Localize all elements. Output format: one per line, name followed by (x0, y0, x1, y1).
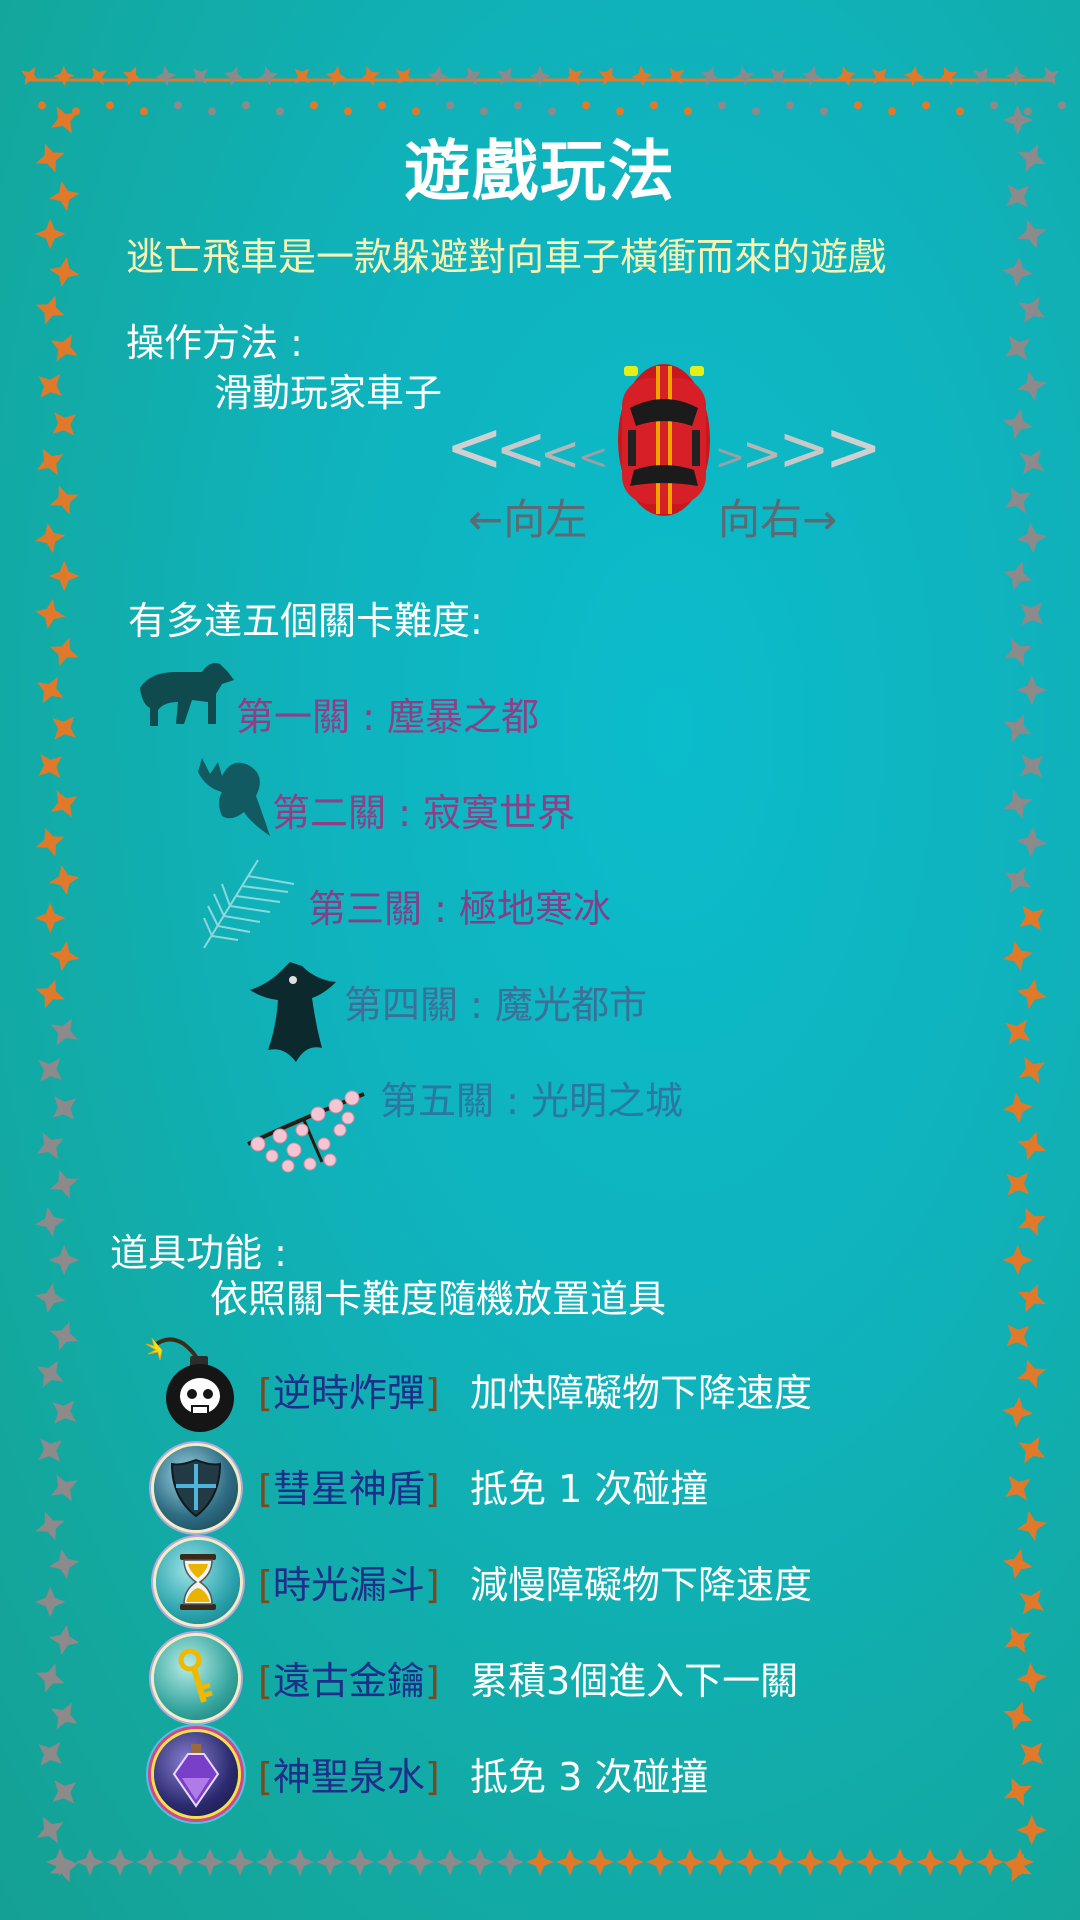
item-3-effect: 減慢障礙物下降速度 (470, 1563, 813, 1607)
item-5-effect: 抵免 3 次碰撞 (470, 1755, 709, 1799)
level-5-number: 第五關 (380, 1079, 495, 1123)
bat-icon (250, 962, 336, 1062)
cherry-blossom-icon (247, 1090, 365, 1173)
golden-key-icon (154, 1636, 238, 1720)
level-1-name: 塵暴之都 (386, 695, 539, 739)
levels-heading: 有多達五個關卡難度: (128, 599, 483, 643)
item-2-name: [彗星神盾] (258, 1467, 440, 1511)
item-4-effect: 累積3個進入下一關 (470, 1659, 799, 1703)
level-5-name: 光明之城 (530, 1079, 683, 1123)
hourglass-icon (156, 1540, 240, 1624)
player-car-icon (618, 364, 710, 516)
level-3-name: 極地寒冰 (458, 887, 611, 931)
level-2-name: 寂寞世界 (422, 791, 575, 835)
level-1-number: 第一關 (236, 695, 351, 739)
page-title: 遊戲玩法 (404, 133, 676, 210)
ghost-icon (198, 758, 270, 836)
shield-icon (154, 1446, 238, 1530)
items-description: 依照關卡難度隨機放置道具 (210, 1277, 667, 1321)
holy-water-icon (154, 1732, 238, 1816)
controls-description: 滑動玩家車子 (214, 371, 443, 415)
bomb-icon (145, 1337, 234, 1432)
wolf-icon (140, 663, 234, 726)
level-3: 第三關 : 極地寒冰 (308, 887, 611, 931)
item-2-effect: 抵免 1 次碰撞 (470, 1467, 709, 1511)
intro-text: 逃亡飛車是一款躲避對向車子橫衝而來的遊戲 (126, 235, 887, 279)
item-1-name: [逆時炸彈] (258, 1371, 440, 1415)
level-1: 第一關 : 塵暴之都 (236, 695, 539, 739)
item-1-effect: 加快障礙物下降速度 (470, 1371, 813, 1415)
ice-feather-icon (203, 859, 295, 949)
item-5-name: [神聖泉水] (258, 1755, 440, 1799)
swipe-left-label: ←向左 (468, 495, 588, 544)
swipe-right-label: 向右→ (718, 495, 838, 544)
item-3-name: [時光漏斗] (258, 1563, 440, 1607)
level-4: 第四關 : 魔光都市 (344, 983, 647, 1027)
level-5: 第五關 : 光明之城 (380, 1079, 683, 1123)
level-2: 第二關 : 寂寞世界 (272, 791, 575, 835)
level-3-number: 第三關 (308, 887, 423, 931)
level-2-number: 第二關 (272, 791, 387, 835)
items-heading: 道具功能 : (110, 1231, 287, 1275)
controls-heading: 操作方法 : (126, 321, 303, 365)
item-4-name: [遠古金鑰] (258, 1659, 440, 1703)
level-4-number: 第四關 (344, 983, 459, 1027)
level-4-name: 魔光都市 (494, 983, 647, 1027)
